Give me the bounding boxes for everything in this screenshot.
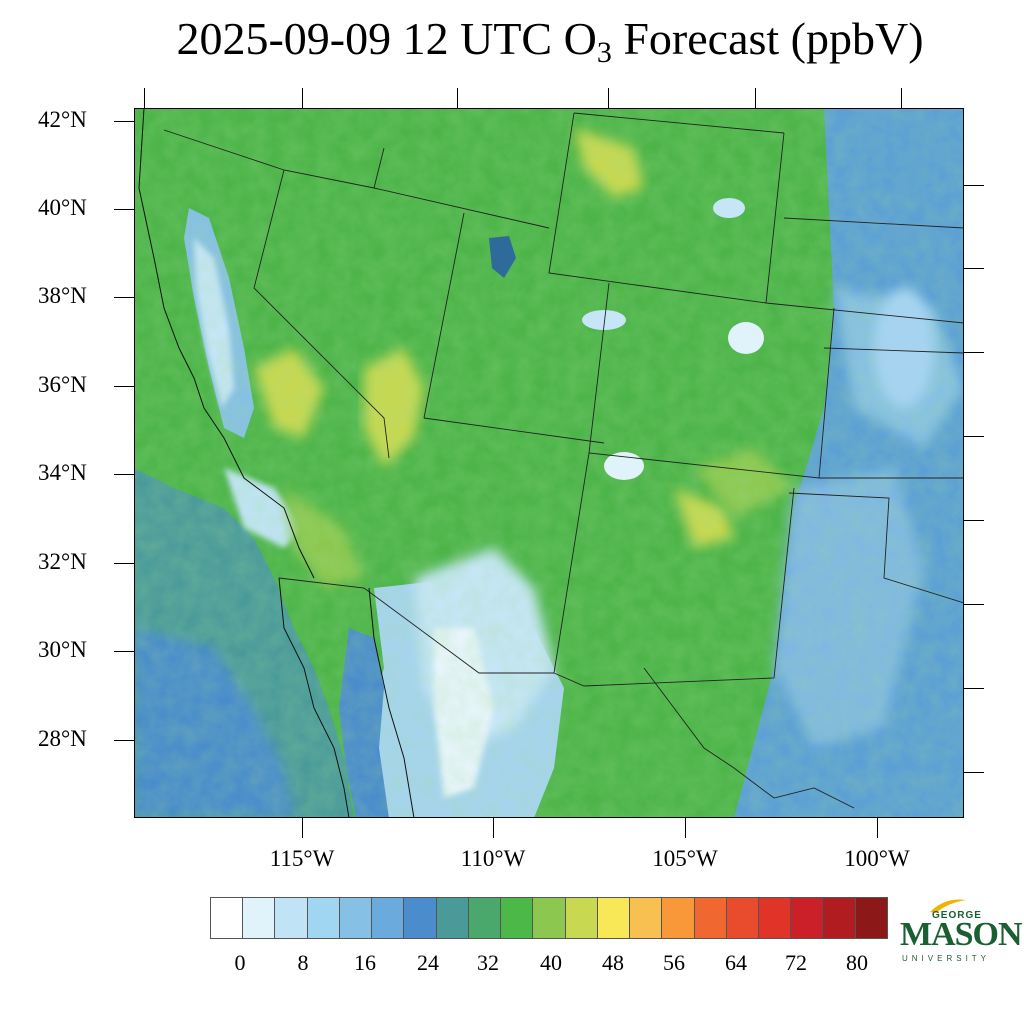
- lon-tick-top: [302, 88, 303, 108]
- colorbar-swatch: [758, 898, 792, 938]
- colorbar-label: 32: [477, 950, 499, 975]
- coastline-baja: [278, 577, 350, 818]
- colorbar-swatch: [823, 898, 856, 938]
- lat-tick-right: [964, 436, 984, 437]
- lon-label: 100°W: [844, 846, 910, 871]
- lon-tick-top: [144, 88, 145, 108]
- lat-label: 28°N: [38, 726, 87, 751]
- colorbar: [210, 897, 888, 939]
- lon-tick-top: [608, 88, 609, 108]
- colorbar-swatch: [726, 898, 759, 938]
- colorbar-swatch: [694, 898, 727, 938]
- border-ks-ne: [823, 347, 964, 354]
- border-sd: [783, 217, 964, 229]
- lon-label: 115°W: [269, 846, 335, 871]
- colorbar-swatch: [791, 898, 824, 938]
- lat-tick-right: [964, 268, 984, 269]
- colorbar-swatch: [468, 898, 502, 938]
- colorbar-swatch: [501, 898, 534, 938]
- colorbar-swatch: [404, 898, 437, 938]
- colorbar-swatch: [662, 898, 695, 938]
- lat-tick-right: [964, 772, 984, 773]
- lon-tick: [302, 818, 303, 838]
- swoosh-icon: [930, 899, 966, 913]
- colorbar-swatch: [243, 898, 276, 938]
- colorbar-label: 64: [725, 950, 747, 975]
- colorbar-label: 80: [846, 950, 868, 975]
- lat-tick: [114, 297, 134, 298]
- border-wy: [548, 112, 785, 304]
- border-ut-west: [423, 212, 465, 419]
- lat-tick-right: [964, 185, 984, 186]
- colorbar-label: 16: [354, 950, 376, 975]
- lat-label: 36°N: [38, 372, 87, 397]
- ozone-map: [134, 108, 964, 818]
- border-nm: [553, 452, 795, 687]
- coastline-sonora: [368, 587, 415, 818]
- gmu-logo: GEORGE MASON UNIVERSITY: [898, 896, 1023, 968]
- colorbar-swatch: [339, 898, 373, 938]
- lat-tick: [114, 474, 134, 475]
- colorbar-label: 48: [602, 950, 624, 975]
- border-ok-tx: [788, 492, 964, 604]
- border-mt: [573, 112, 785, 134]
- lon-tick-top: [457, 88, 458, 108]
- border-co: [588, 282, 835, 479]
- lon-tick-top: [901, 88, 902, 108]
- lon-tick: [685, 818, 686, 838]
- chart-title: 2025-09-09 12 UTC O3 Forecast (ppbV): [176, 13, 924, 69]
- border-or: [163, 129, 550, 229]
- colorbar-swatch: [307, 898, 340, 938]
- colorbar-label: 56: [663, 950, 685, 975]
- lat-tick-right: [964, 604, 984, 605]
- lat-tick-right: [964, 520, 984, 521]
- great-salt-lake: [489, 236, 516, 278]
- colorbar-swatch: [565, 898, 598, 938]
- colorbar-swatch: [211, 898, 244, 938]
- colorbar-swatch: [436, 898, 469, 938]
- colorbar-label: 0: [234, 950, 246, 975]
- colorbar-label: 40: [540, 950, 562, 975]
- lat-tick-right: [964, 352, 984, 353]
- coastline-ca: [138, 108, 315, 579]
- colorbar-swatch: [533, 898, 566, 938]
- border-ne-ks: [765, 302, 964, 324]
- lat-tick: [114, 740, 134, 741]
- lat-label: 40°N: [38, 195, 87, 220]
- lat-tick: [114, 209, 134, 210]
- lat-label: 42°N: [38, 107, 87, 132]
- border-ut-az: [423, 417, 605, 444]
- lat-tick: [114, 121, 134, 122]
- lon-tick: [877, 818, 878, 838]
- lon-tick: [493, 818, 494, 838]
- logo-university-text: UNIVERSITY: [902, 954, 991, 963]
- colorbar-label: 24: [417, 950, 439, 975]
- border-ca-nv: [253, 169, 390, 459]
- lat-label: 34°N: [38, 460, 87, 485]
- lat-label: 30°N: [38, 637, 87, 662]
- logo-george-text: GEORGE: [932, 910, 982, 921]
- colorbar-swatch: [630, 898, 663, 938]
- logo-mason-text: MASON: [900, 916, 1023, 953]
- lat-tick: [114, 651, 134, 652]
- lon-label: 110°W: [460, 846, 526, 871]
- lat-label: 38°N: [38, 283, 87, 308]
- lon-label: 105°W: [652, 846, 718, 871]
- lon-tick-top: [755, 88, 756, 108]
- colorbar-label: 72: [785, 950, 807, 975]
- colorbar-label: 8: [297, 950, 309, 975]
- lat-tick: [114, 563, 134, 564]
- colorbar-swatch: [597, 898, 631, 938]
- rio-grande: [643, 667, 855, 809]
- colorbar-swatch: [372, 898, 405, 938]
- border-id-nv-ut: [373, 147, 385, 189]
- lat-label: 32°N: [38, 549, 87, 574]
- colorbar-swatch: [855, 898, 887, 938]
- lat-tick-right: [964, 688, 984, 689]
- colorbar-swatch: [275, 898, 308, 938]
- border-az-mx: [278, 577, 554, 674]
- lat-tick: [114, 386, 134, 387]
